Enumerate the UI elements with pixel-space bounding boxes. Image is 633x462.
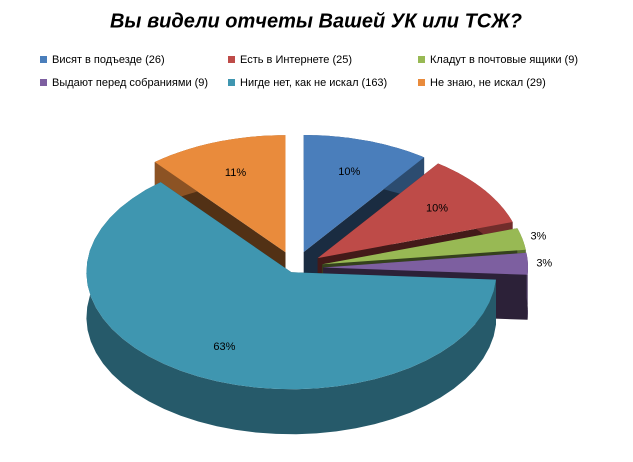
data-label: 3%	[536, 257, 552, 269]
legend-swatch	[418, 56, 425, 63]
legend-swatch	[40, 79, 47, 86]
legend-swatch	[40, 56, 47, 63]
legend-swatch	[228, 56, 235, 63]
data-label: 63%	[213, 341, 235, 353]
slice	[154, 135, 286, 253]
data-label: 11%	[225, 167, 246, 179]
slice	[317, 163, 513, 259]
data-label: 10%	[338, 166, 360, 178]
legend-label: Висят в подъезде (26)	[52, 54, 165, 66]
slice	[303, 135, 425, 252]
legend-label: Есть в Интернете (25)	[240, 54, 352, 66]
slice	[322, 228, 526, 265]
legend-label: Кладут в почтовые ящики (9)	[430, 54, 578, 66]
slice	[86, 182, 497, 390]
legend-swatch	[418, 79, 425, 86]
legend-label: Не знаю, не искал (29)	[430, 77, 546, 89]
data-label: 10%	[426, 203, 448, 215]
legend-label: Выдают перед собраниями (9)	[52, 77, 208, 89]
chart-title: Вы видели отчеты Вашей УК или ТСЖ?	[110, 10, 522, 32]
slice	[323, 252, 528, 275]
legend-swatch	[228, 79, 235, 86]
data-label: 3%	[530, 231, 546, 243]
legend-label: Нигде нет, как не искал (163)	[240, 77, 387, 89]
